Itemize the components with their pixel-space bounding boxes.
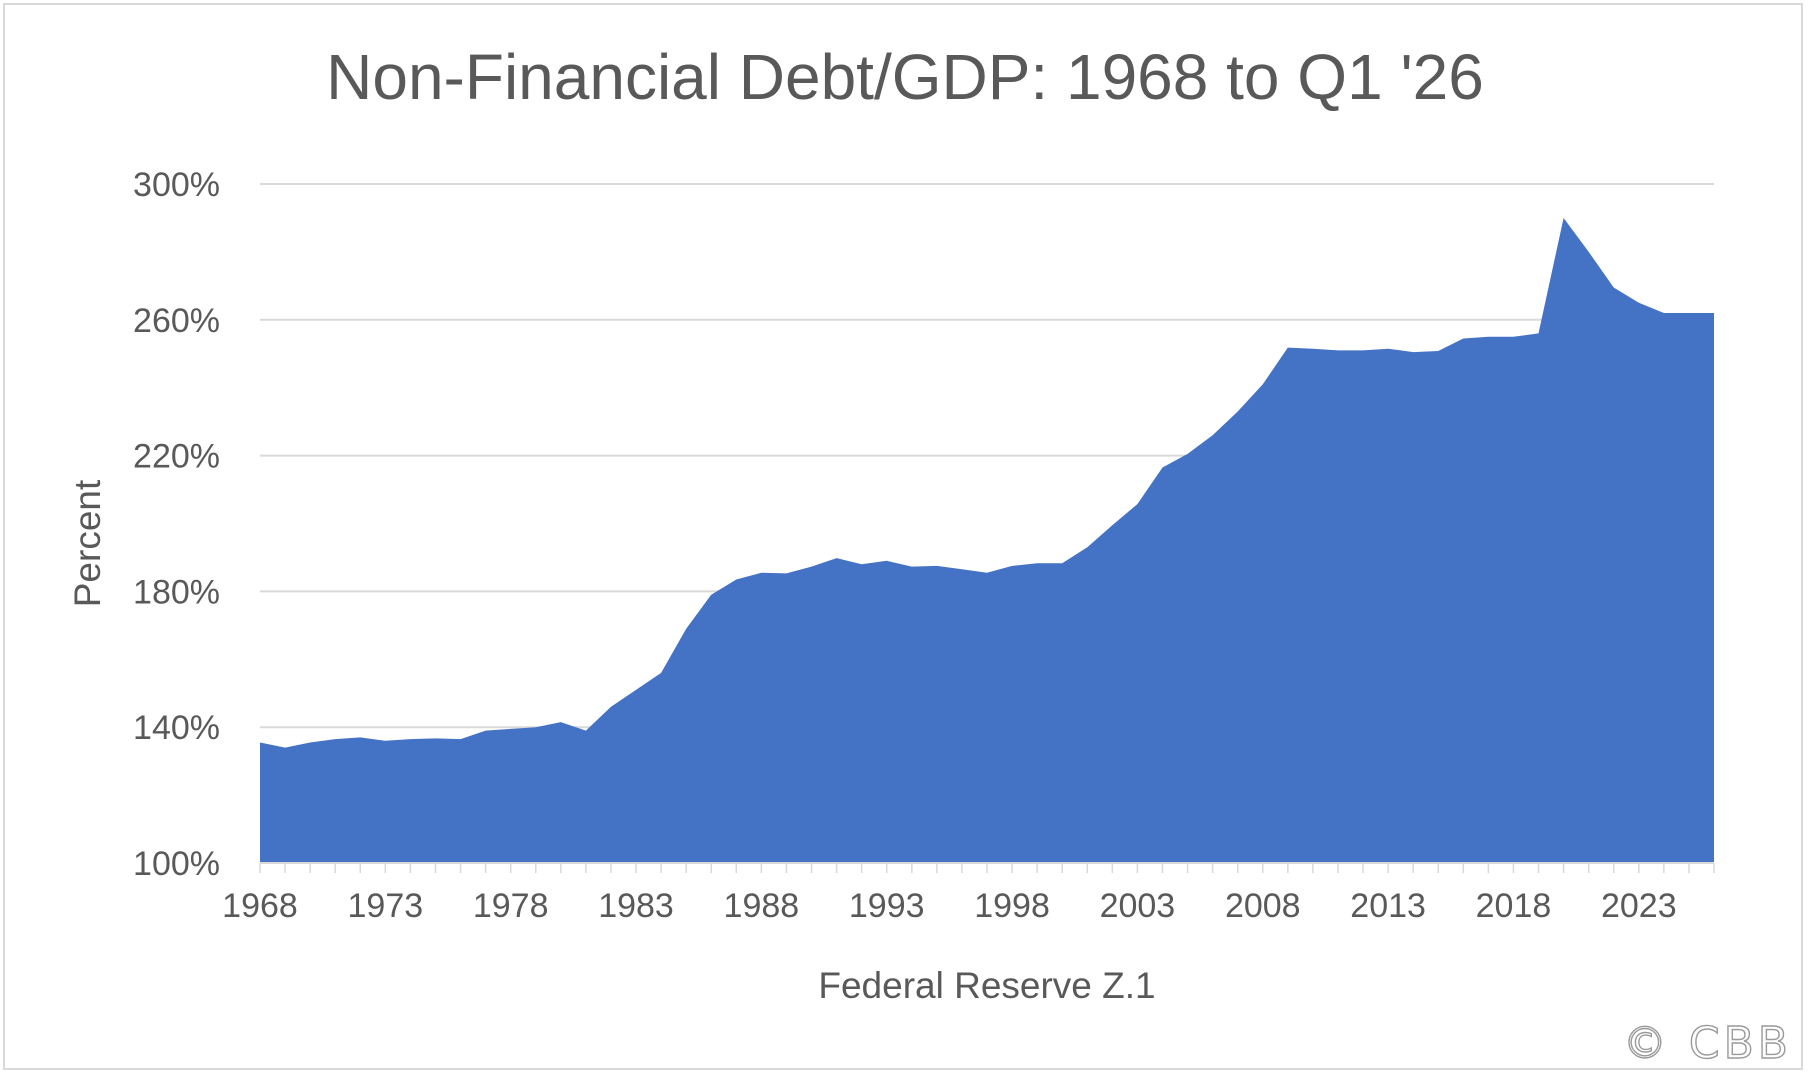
y-tick-label: 180% bbox=[133, 573, 220, 611]
x-tick-label: 2018 bbox=[1476, 887, 1552, 925]
x-axis-labels: 1968 1973 1978 1983 1988 1993 1998 2003 2008 2013… bbox=[222, 887, 1676, 925]
x-tick-label: 1998 bbox=[974, 887, 1050, 925]
x-tick-label: 1993 bbox=[849, 887, 925, 925]
x-tick-label: 2013 bbox=[1350, 887, 1426, 925]
x-tick-label: 1978 bbox=[473, 887, 549, 925]
x-tick-label: 1988 bbox=[724, 887, 800, 925]
y-tick-label: 300% bbox=[133, 166, 220, 204]
y-tick-label: 220% bbox=[133, 438, 220, 476]
x-tick-label: 2003 bbox=[1100, 887, 1176, 925]
x-tick-label: 1973 bbox=[348, 887, 424, 925]
y-tick-label: 140% bbox=[133, 709, 220, 747]
y-axis-title: Percent bbox=[67, 479, 108, 607]
x-axis-title: Federal Reserve Z.1 bbox=[818, 965, 1155, 1006]
x-tick-label: 2023 bbox=[1601, 887, 1677, 925]
debt-gdp-area bbox=[260, 218, 1714, 863]
x-tick-label: 1983 bbox=[598, 887, 674, 925]
x-tick-label: 1968 bbox=[222, 887, 298, 925]
chart-title: Non-Financial Debt/GDP: 1968 to Q1 '26 bbox=[326, 41, 1484, 113]
y-tick-label: 100% bbox=[133, 845, 220, 883]
y-axis-labels: 100% 140% 180% 220% 260% 300% bbox=[133, 166, 220, 883]
x-tick-label: 2008 bbox=[1225, 887, 1301, 925]
x-axis-ticks bbox=[259, 863, 1715, 873]
copyright-watermark: © CBB bbox=[1622, 1017, 1792, 1069]
y-tick-label: 260% bbox=[133, 302, 220, 340]
